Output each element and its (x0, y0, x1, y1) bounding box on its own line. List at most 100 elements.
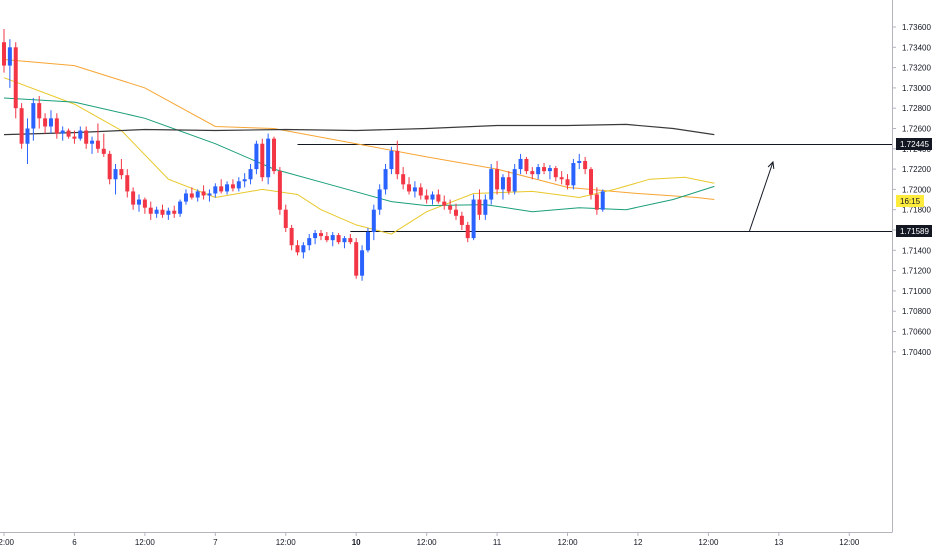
candle-body (418, 187, 423, 196)
candle-34 (201, 185, 206, 200)
candle-body (84, 130, 89, 144)
candle-body (336, 235, 341, 243)
current-price-label-text: 16:15 (900, 197, 921, 206)
candle-body (424, 195, 429, 200)
x-tick-label: 12:00 (417, 538, 438, 547)
candle-81 (477, 189, 482, 220)
candle-45 (266, 133, 271, 185)
candle-body (125, 175, 130, 192)
candle-body (60, 130, 65, 134)
candle-80 (471, 194, 476, 241)
candle-body (260, 143, 265, 178)
candle-body (19, 108, 24, 144)
candle-body (289, 227, 294, 246)
candle-7 (43, 113, 48, 134)
candle-body (430, 194, 435, 200)
candle-body (242, 179, 247, 182)
candle-body (201, 191, 206, 196)
level-price-label-bg (896, 138, 932, 150)
candle-body (471, 199, 476, 239)
candle-93 (547, 165, 552, 180)
candle-43 (254, 140, 259, 175)
candle-body (407, 184, 412, 192)
candlesticks (2, 29, 605, 281)
candle-53 (313, 230, 318, 245)
candle-1 (7, 39, 12, 88)
candle-body (189, 193, 194, 198)
candle-body (589, 169, 593, 195)
candle-84 (495, 160, 500, 195)
candle-body (547, 168, 552, 172)
candle-12 (72, 130, 77, 144)
candle-body (518, 158, 523, 170)
candle-77 (453, 203, 458, 220)
candle-body (465, 224, 470, 239)
candle-body (207, 193, 212, 196)
candle-42 (248, 164, 253, 185)
candle-40 (236, 177, 241, 192)
candle-body (453, 209, 458, 216)
candle-body (483, 199, 488, 215)
y-tick-label: 1.72000 (902, 185, 931, 194)
candle-98 (577, 153, 582, 170)
candle-body (236, 181, 241, 189)
candle-body (166, 210, 171, 215)
candle-body (500, 177, 505, 190)
candle-body (348, 238, 353, 243)
candle-body (442, 201, 447, 206)
arrow-shaft[interactable] (749, 161, 774, 232)
y-tick-label: 1.71000 (902, 287, 931, 296)
candle-87 (512, 164, 517, 195)
y-tick-label: 1.71800 (902, 206, 931, 215)
arrow-head[interactable] (767, 160, 775, 170)
candle-body (137, 199, 142, 205)
candle-62 (365, 227, 370, 253)
candle-body (342, 238, 347, 243)
candle-58 (342, 236, 347, 249)
candle-15 (90, 136, 95, 154)
candle-body (477, 199, 482, 215)
candle-body (37, 103, 42, 119)
candle-body (90, 140, 95, 144)
candle-body (2, 42, 6, 66)
y-tick-label: 1.72800 (902, 104, 931, 113)
candle-67 (395, 140, 400, 180)
moving-averages (3, 59, 715, 235)
candle-89 (524, 156, 529, 175)
candle-body (295, 245, 300, 253)
x-tick-label: 12:00 (0, 538, 15, 547)
candle-78 (459, 211, 464, 230)
candle-body (101, 148, 106, 154)
candle-body (324, 236, 329, 241)
candle-70 (412, 181, 417, 198)
x-tick-label: 10 (352, 538, 361, 547)
candle-71 (418, 183, 423, 200)
candle-95 (559, 171, 564, 185)
horizontal-levels (297, 144, 892, 232)
candle-33 (195, 189, 200, 202)
candle-9 (54, 113, 59, 139)
candle-body (301, 245, 306, 253)
candle-50 (295, 240, 300, 256)
candle-body (377, 189, 382, 210)
candle-46 (272, 136, 277, 175)
candle-body (54, 118, 59, 134)
candle-body (583, 160, 588, 170)
candle-31 (183, 189, 188, 205)
candle-54 (318, 230, 323, 241)
candle-body (248, 169, 253, 180)
time-axis[interactable]: 12:00 6 12:00 7 12:00 10 12:00 11 12:00 12 12:00 13… (0, 532, 860, 547)
price-axis[interactable]: 1.73600 1.73400 1.73200 1.73000 1.72800 1.726… (892, 23, 931, 357)
candle-body (495, 169, 500, 190)
candle-29 (172, 205, 177, 218)
candle-body (360, 250, 365, 276)
y-tick-label: 1.73400 (902, 43, 931, 52)
candle-body (600, 191, 605, 210)
candle-body (448, 205, 453, 210)
candle-26 (154, 206, 159, 218)
candle-body (195, 191, 200, 198)
projection-arrow[interactable] (749, 160, 775, 232)
x-tick-label: 7 (213, 538, 218, 547)
candle-32 (189, 187, 194, 200)
